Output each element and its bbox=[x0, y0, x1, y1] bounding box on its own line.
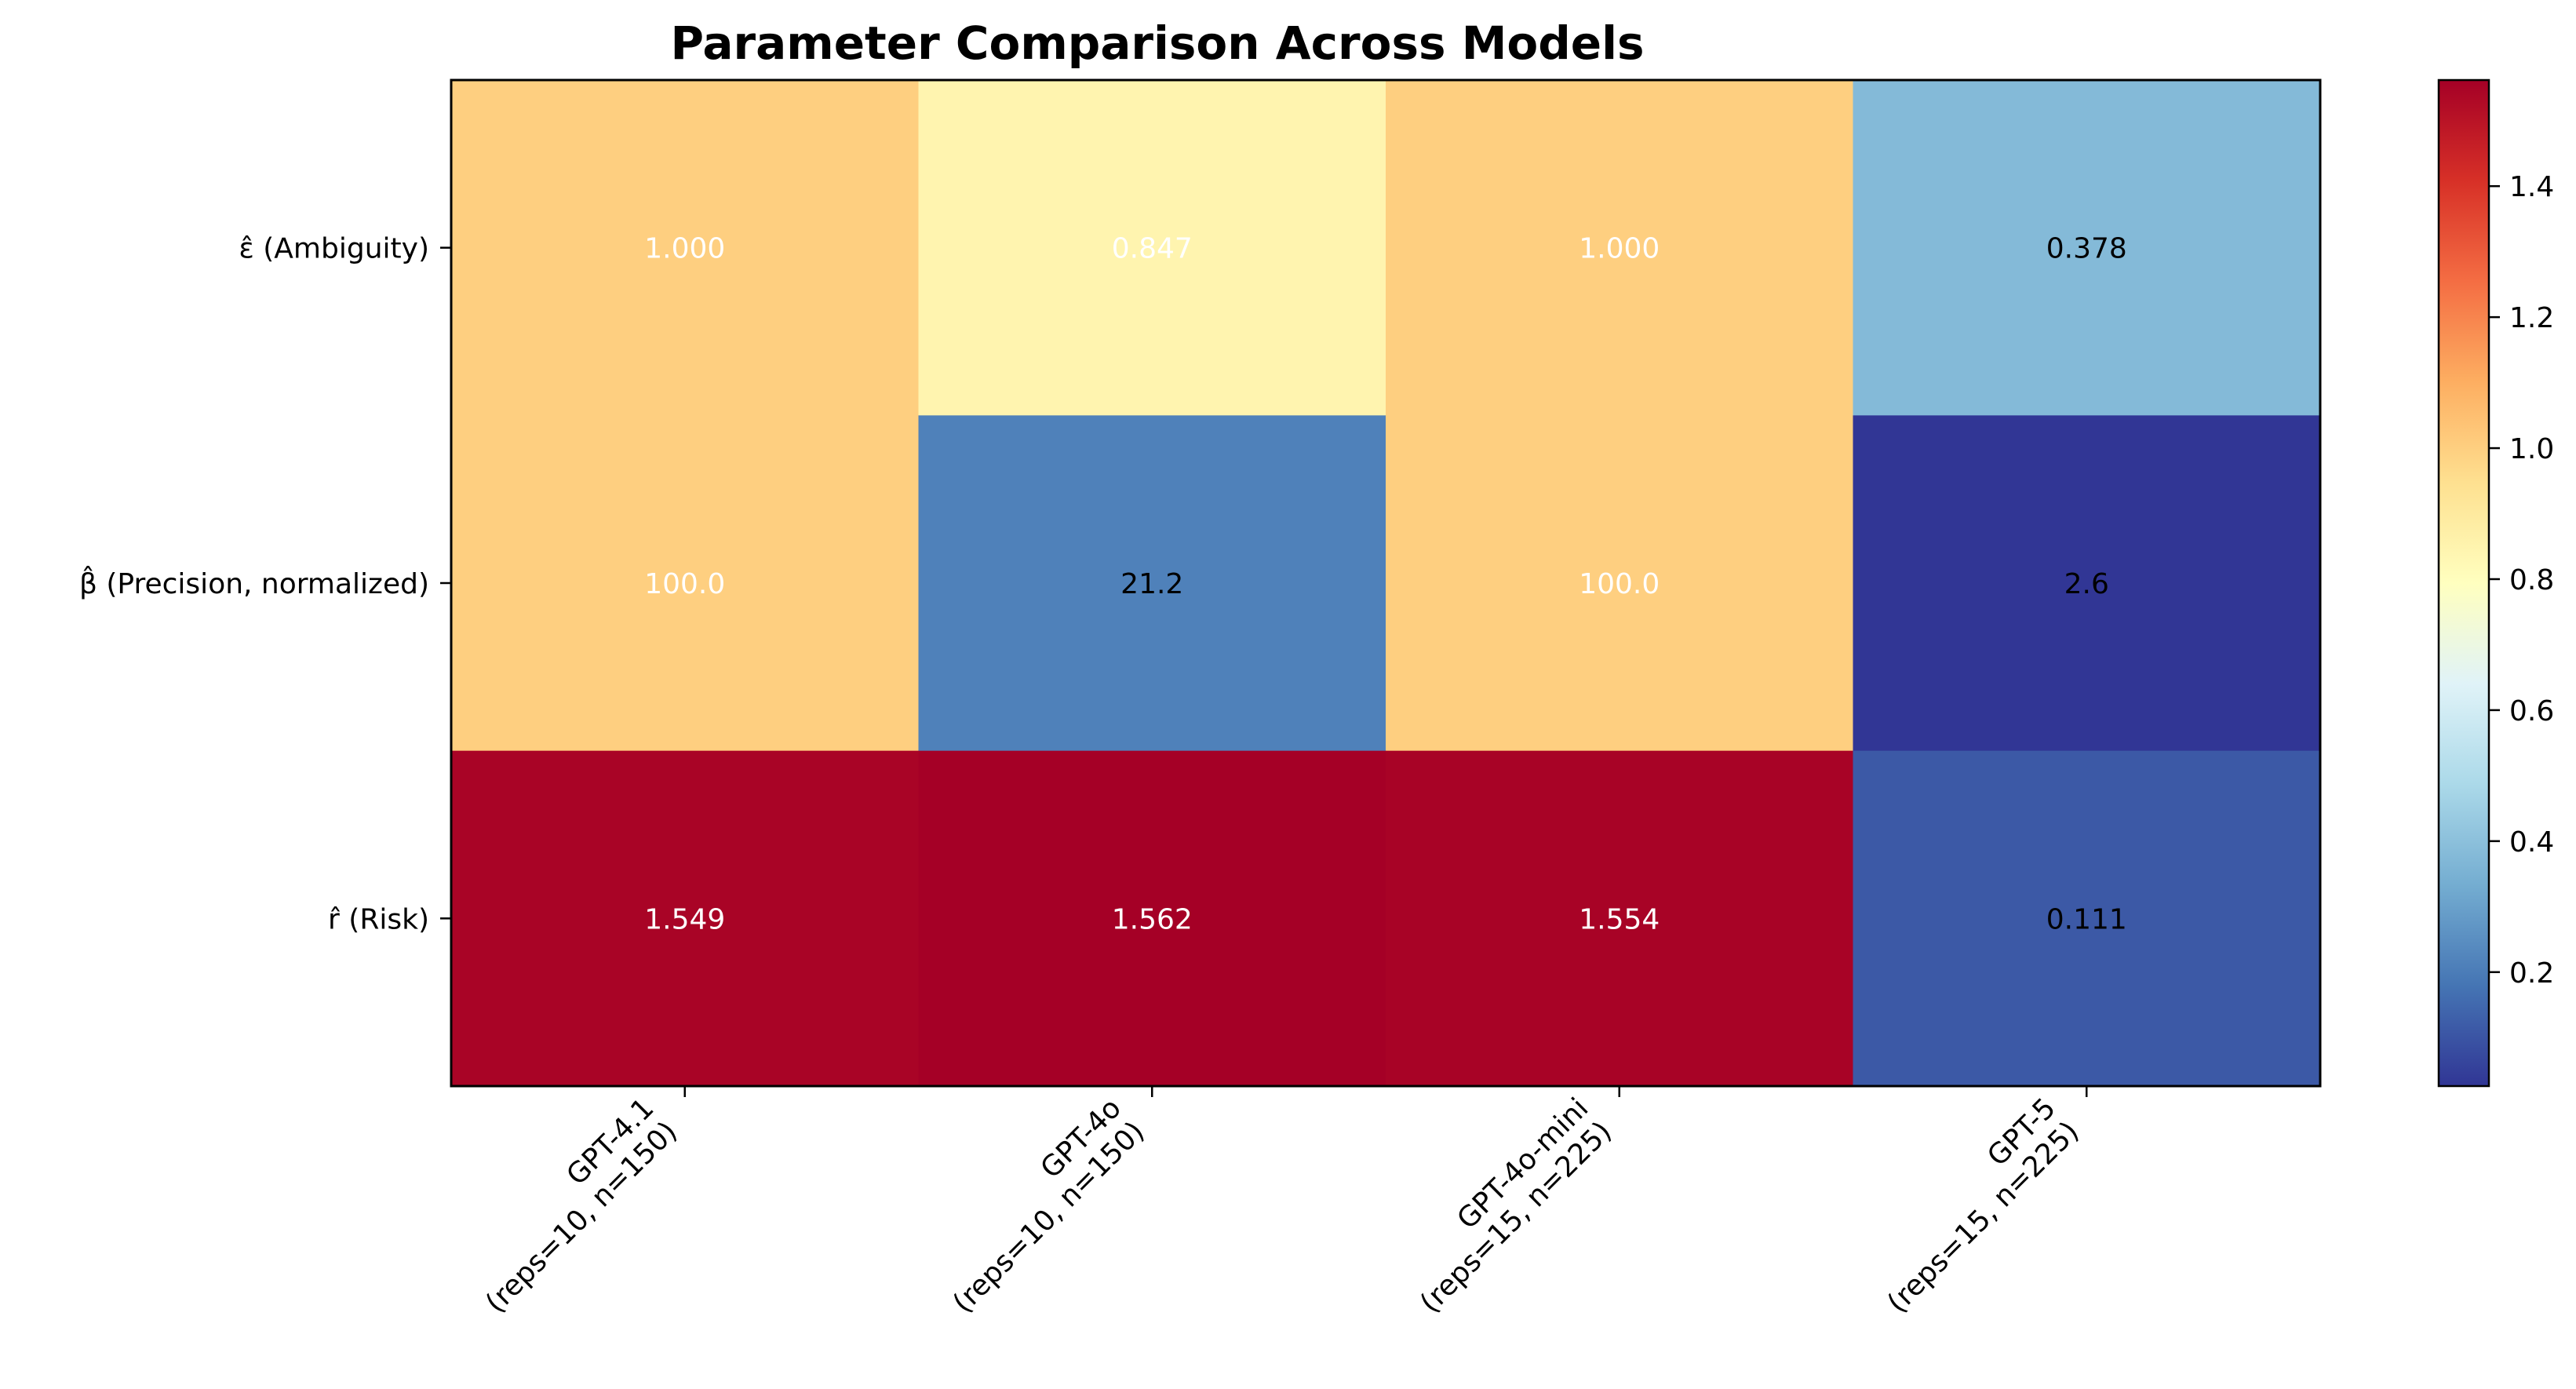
chart-title: Parameter Comparison Across Models bbox=[670, 16, 1644, 70]
colorbar-tick-label: 0.4 bbox=[2509, 826, 2554, 859]
colorbar-tick-label: 0.2 bbox=[2509, 957, 2554, 990]
cell-value-label: 1.000 bbox=[644, 233, 725, 265]
x-tick-label-line: (reps=10, n=150) bbox=[947, 1115, 1151, 1319]
colorbar-tick-label: 1.2 bbox=[2509, 302, 2554, 334]
heatmap-cell bbox=[1853, 415, 2321, 752]
colorbar bbox=[2437, 78, 2490, 1088]
cell-value-label: 1.562 bbox=[1112, 903, 1193, 935]
heatmap-cell bbox=[918, 750, 1386, 1087]
heatmap-cell bbox=[918, 80, 1386, 416]
colorbar-tick-label: 0.6 bbox=[2509, 695, 2554, 727]
x-tick-label: GPT-4.1(reps=10, n=150) bbox=[457, 1092, 684, 1320]
y-tick-label: ε̂ (Ambiguity) bbox=[239, 233, 429, 265]
colorbar-tick-label: 1.0 bbox=[2509, 433, 2554, 465]
cell-value-label: 1.554 bbox=[1579, 903, 1660, 935]
heatmap-cell bbox=[451, 415, 919, 752]
y-tick-label: r̂ (Risk) bbox=[328, 903, 429, 935]
heatmap-cell bbox=[1386, 415, 1853, 752]
cell-value-label: 0.378 bbox=[2046, 233, 2127, 265]
colorbar-tick-label: 1.4 bbox=[2509, 171, 2554, 203]
x-tick-label: GPT-4o-mini(reps=15, n=225) bbox=[1391, 1092, 1619, 1320]
x-tick-label-line: (reps=15, n=225) bbox=[1882, 1115, 2086, 1319]
x-tick-label: GPT-5(reps=15, n=225) bbox=[1858, 1092, 2086, 1320]
heatmap-cell bbox=[1853, 750, 2321, 1087]
cell-value-label: 1.000 bbox=[1579, 233, 1660, 265]
cell-value-label: 2.6 bbox=[2064, 568, 2109, 600]
heatmap-cell bbox=[451, 80, 919, 416]
heatmap-cell bbox=[1853, 80, 2321, 416]
x-tick-label: GPT-4o(reps=10, n=150) bbox=[924, 1092, 1151, 1320]
x-tick-label-line: (reps=10, n=150) bbox=[479, 1115, 683, 1319]
x-axis: GPT-4.1(reps=10, n=150) GPT-4o(reps=10, n… bbox=[457, 1086, 2088, 1320]
cell-value-label: 0.847 bbox=[1112, 233, 1193, 265]
heatmap-cell bbox=[451, 750, 919, 1087]
cell-value-label: 1.549 bbox=[644, 903, 725, 935]
cell-value-label: 21.2 bbox=[1120, 568, 1183, 600]
colorbar-tick-label: 0.8 bbox=[2509, 564, 2554, 596]
y-axis: ε̂ (Ambiguity) β̂ (Precision, normalized)… bbox=[79, 233, 451, 935]
heatmap-cells: 1.000 0.847 1.000 0.378 100.0 21.2 100.0 2.6 1.5… bbox=[451, 80, 2321, 1087]
x-tick-label-line: (reps=15, n=225) bbox=[1414, 1115, 1618, 1319]
colorbar-axis: 0.2 0.4 0.6 0.8 1.0 1.2 1.4 bbox=[2489, 171, 2554, 990]
cell-value-label: 0.111 bbox=[2046, 903, 2127, 935]
cell-value-label: 100.0 bbox=[1579, 568, 1660, 600]
heatmap-cell bbox=[1386, 750, 1853, 1087]
heatmap-cell bbox=[918, 415, 1386, 752]
y-tick-label: β̂ (Precision, normalized) bbox=[79, 565, 429, 600]
cell-value-label: 100.0 bbox=[644, 568, 725, 600]
heatmap-cell bbox=[1386, 80, 1853, 416]
